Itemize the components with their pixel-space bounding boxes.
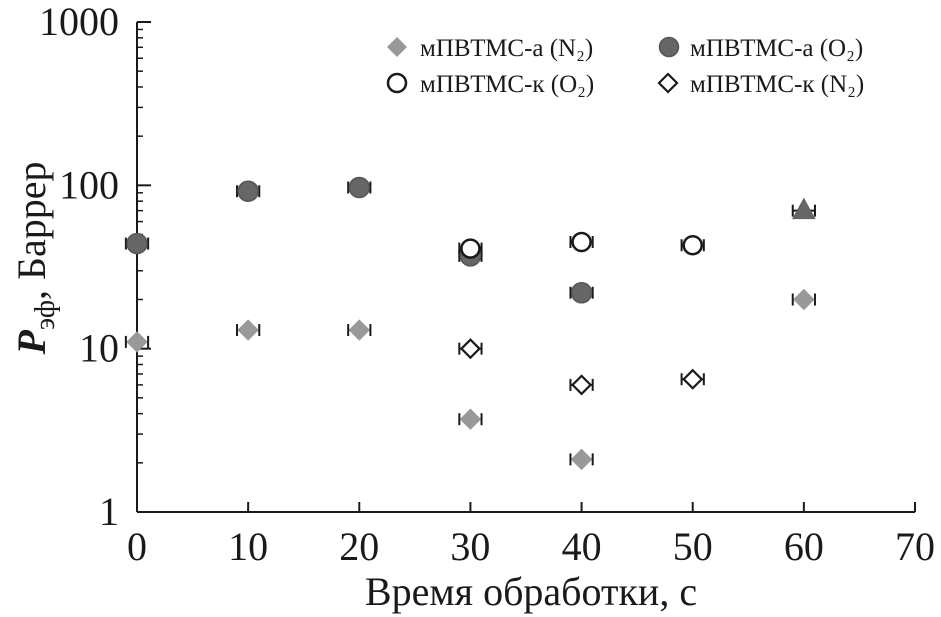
x-tick-label: 10: [228, 524, 268, 569]
legend-label-k-n2: мПВТМС-к (N₂): [690, 71, 864, 98]
data-point-k-o2: [460, 238, 481, 259]
axes: [136, 22, 915, 513]
y-tick-label: 1000: [39, 0, 119, 44]
legend-marker-a-n2: [387, 37, 407, 57]
data-point-a-n2: [237, 319, 259, 341]
data-point-k-n2: [682, 368, 704, 390]
data-point-a-o2: [126, 232, 148, 255]
x-axis-title: Время обработки, с: [365, 569, 697, 614]
data-point-a-o2: [348, 176, 371, 199]
legend-marker-a-o2: [658, 36, 680, 58]
legend-label-a-n2: мПВТМС-а (N₂): [420, 35, 593, 62]
data-point-a-n2: [459, 408, 482, 430]
data-point-k-o2: [682, 234, 703, 256]
x-tick-label: 60: [784, 524, 824, 569]
x-tick-label: 50: [673, 524, 713, 569]
y-axis-title-units: , Баррер: [9, 162, 54, 300]
x-tick-label: 70: [895, 524, 935, 569]
y-axis-title-subscript: эф: [30, 300, 61, 330]
y-axis-title: Pэф, Баррер: [9, 162, 61, 356]
y-tick-label: 100: [59, 162, 119, 207]
x-tick-label: 0: [127, 524, 147, 569]
data-point-a-n2: [126, 331, 148, 353]
y-ticks: 1 10 100 1000: [39, 0, 151, 534]
legend-label-a-o2: мПВТМС-а (O₂): [690, 35, 863, 62]
data-point-k-n2: [571, 374, 593, 396]
data-point-k-n2: [459, 338, 481, 360]
data-point-a-n2: [348, 319, 370, 341]
legend-marker-k-o2: [386, 72, 408, 94]
y-tick-label: 10: [79, 326, 119, 371]
x-ticks: 0 10 20 30 40 50 60 70: [127, 502, 935, 569]
y-axis-title-symbol: P: [9, 329, 54, 355]
legend-marker-k-n2: [657, 72, 679, 94]
x-tick-label: 40: [562, 524, 602, 569]
data-point-k-o2: [571, 231, 592, 253]
legend: мПВТМС-а (N₂) мПВТМС-а (O₂) мПВТМС-к (O₂…: [386, 35, 864, 98]
data-point-a-o2: [237, 180, 259, 202]
data-point-a-o2: [570, 281, 593, 304]
data-point-a-n2: [570, 448, 593, 471]
data-point-a-n2: [793, 288, 815, 311]
data-markers: [126, 176, 816, 471]
data-point-extra-triangle: [792, 197, 816, 220]
legend-label-k-o2: мПВТМС-к (O₂): [420, 71, 594, 98]
y-tick-label: 1: [99, 489, 119, 534]
x-tick-label: 30: [450, 524, 490, 569]
x-tick-label: 20: [339, 524, 379, 569]
